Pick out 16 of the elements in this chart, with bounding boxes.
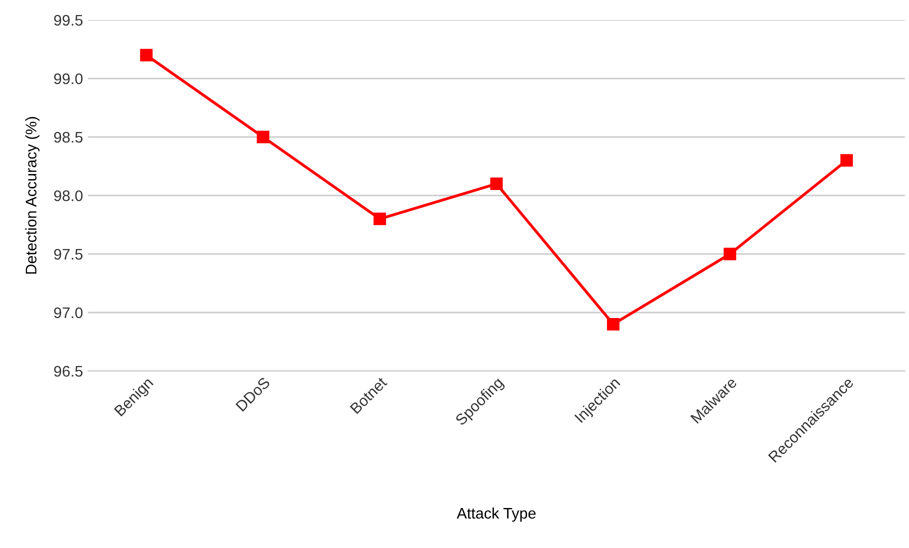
y-tick-label: 98.5: [54, 132, 82, 143]
y-tick-label: 96.5: [54, 366, 82, 377]
point: [490, 178, 503, 190]
y-axis-title: Detection Accuracy (%): [25, 117, 40, 274]
x-axis-title: Attack Type: [456, 507, 536, 522]
point: [840, 154, 853, 167]
y-tick-label: 99.0: [54, 73, 83, 84]
point: [256, 130, 270, 144]
point: [606, 318, 620, 330]
point: [374, 212, 386, 226]
y-tick-label: 98.0: [54, 190, 83, 202]
y-tick-label: 99.5: [54, 14, 82, 26]
point: [140, 48, 153, 62]
y-tick-label: 97.0: [54, 307, 83, 318]
y-tick-label: 97.5: [54, 248, 82, 260]
point: [724, 248, 736, 260]
